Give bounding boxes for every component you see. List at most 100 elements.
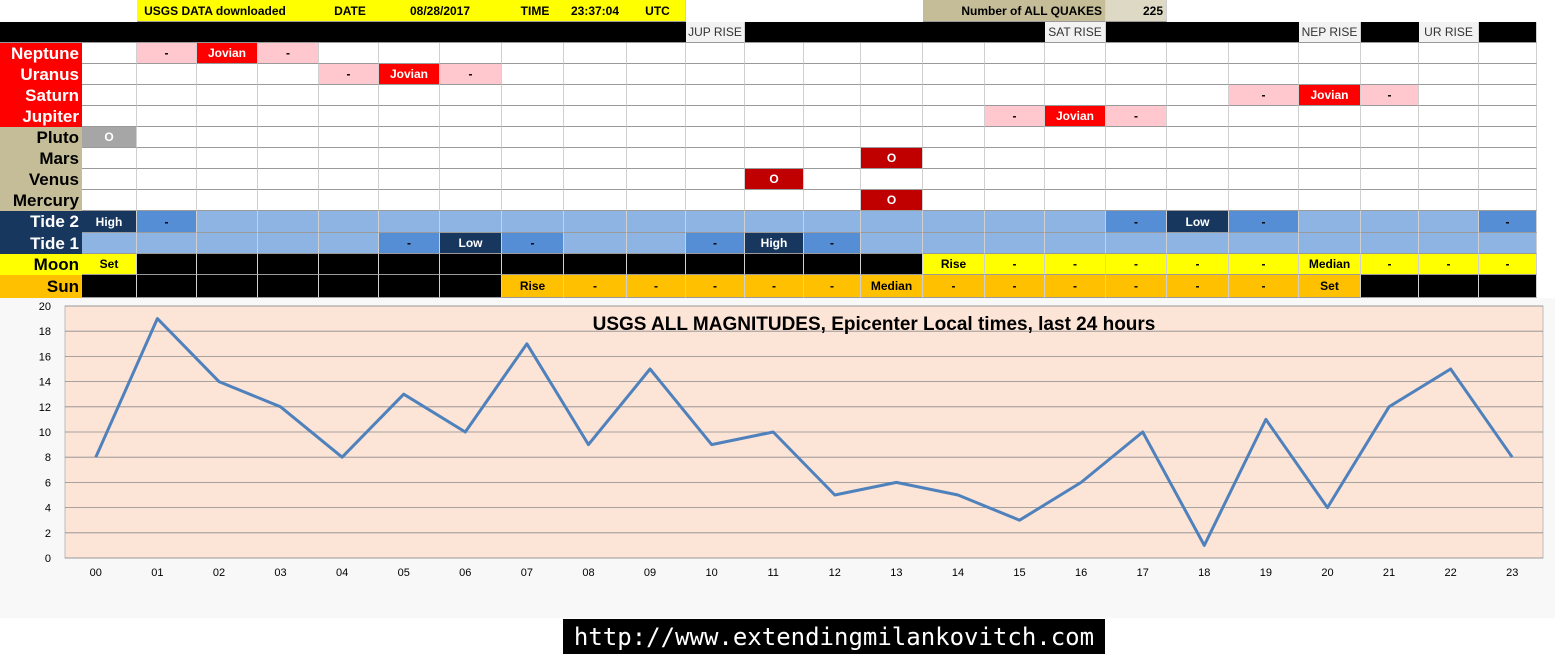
grid-cell: [137, 275, 197, 298]
grid-cell: [1299, 43, 1361, 64]
y-tick-label: 20: [39, 301, 51, 313]
grid-cell: [564, 148, 627, 169]
grid-cell: [564, 106, 627, 127]
header-text: 23:37:04: [570, 4, 620, 18]
grid-cell: [137, 64, 197, 85]
grid-cell: -: [745, 275, 804, 298]
grid-cell: [686, 211, 745, 233]
grid-cell: [197, 169, 258, 190]
grid-cell: [923, 127, 985, 148]
grid-cell: O: [82, 127, 137, 148]
x-tick-label: 08: [582, 567, 594, 579]
grid-cell: [745, 254, 804, 275]
grid-cell: [502, 148, 564, 169]
grid-cell: [1106, 64, 1167, 85]
grid-cell: [923, 233, 985, 254]
grid-cell: [82, 233, 137, 254]
grid-cell: [502, 43, 564, 64]
grid-cell: [1361, 64, 1419, 85]
grid-cell: [923, 190, 985, 211]
grid-cell: [1299, 64, 1361, 85]
grid-cell: [861, 106, 923, 127]
rise-label: NEP RISE: [1299, 22, 1361, 43]
grid-cell: [1045, 233, 1106, 254]
grid-cell: [440, 190, 502, 211]
grid-cell: Set: [1299, 275, 1361, 298]
grid-cell: [1229, 64, 1299, 85]
grid-cell: [627, 85, 686, 106]
grid-cell: [1299, 148, 1361, 169]
grid-cell: [258, 169, 319, 190]
grid-cell: [804, 211, 861, 233]
grid-cell: [861, 254, 923, 275]
rise-row-bg: [0, 22, 1537, 43]
grid-cell: [861, 233, 923, 254]
grid-cell: [985, 64, 1045, 85]
grid-cell: [861, 64, 923, 85]
grid-cell: -: [985, 275, 1045, 298]
grid-cell: [564, 64, 627, 85]
footer-url: http://www.extendingmilankovitch.com: [573, 622, 1095, 651]
grid-cell: [686, 64, 745, 85]
header-text: DATE: [334, 4, 366, 18]
grid-cell: [564, 211, 627, 233]
grid-cell: Jovian: [379, 64, 440, 85]
grid-cell: [82, 169, 137, 190]
grid-cell: [1361, 106, 1419, 127]
grid-cell: [1167, 190, 1229, 211]
grid-cell: [985, 148, 1045, 169]
grid-cell: [319, 148, 379, 169]
grid-cell: [319, 275, 379, 298]
grid-cell: [440, 169, 502, 190]
grid-cell: [137, 85, 197, 106]
grid-cell: [985, 190, 1045, 211]
rise-label: JUP RISE: [686, 22, 745, 43]
grid-cell: [745, 211, 804, 233]
grid-cell: [1167, 85, 1229, 106]
grid-cell: [379, 43, 440, 64]
grid-cell: [197, 233, 258, 254]
grid-cell: [319, 106, 379, 127]
grid-cell: [197, 148, 258, 169]
grid-cell: [686, 43, 745, 64]
grid-cell: [564, 43, 627, 64]
grid-cell: [804, 127, 861, 148]
grid-cell: [745, 106, 804, 127]
grid-cell: [1045, 43, 1106, 64]
grid-cell: [1045, 64, 1106, 85]
grid-cell: [258, 211, 319, 233]
row-label: Jupiter: [0, 106, 82, 127]
y-tick-label: 10: [39, 427, 51, 439]
grid-cell: [379, 190, 440, 211]
grid-cell: [440, 106, 502, 127]
x-tick-label: 05: [398, 567, 410, 579]
grid-cell: [1479, 275, 1537, 298]
quakes-count: 225: [1106, 0, 1167, 22]
grid-cell: [1479, 233, 1537, 254]
grid-cell: [923, 148, 985, 169]
x-tick-label: 04: [336, 567, 348, 579]
grid-cell: [379, 275, 440, 298]
grid-cell: [379, 148, 440, 169]
x-tick-label: 10: [706, 567, 718, 579]
y-tick-label: 0: [45, 553, 51, 565]
grid-cell: [1419, 148, 1479, 169]
grid-cell: Jovian: [1299, 85, 1361, 106]
grid-cell: [440, 148, 502, 169]
grid-cell: [258, 233, 319, 254]
grid-cell: High: [745, 233, 804, 254]
grid-cell: [985, 43, 1045, 64]
grid-cell: [564, 85, 627, 106]
footer-box: http://www.extendingmilankovitch.com: [563, 619, 1105, 654]
row-label: Uranus: [0, 64, 82, 85]
grid-cell: [985, 211, 1045, 233]
grid-cell: [923, 169, 985, 190]
grid-cell: [1479, 85, 1537, 106]
x-tick-label: 17: [1137, 567, 1149, 579]
grid-cell: [1045, 190, 1106, 211]
grid-cell: [1167, 106, 1229, 127]
grid-cell: -: [1106, 275, 1167, 298]
grid-cell: [1361, 127, 1419, 148]
rise-label: UR RISE: [1419, 22, 1479, 43]
